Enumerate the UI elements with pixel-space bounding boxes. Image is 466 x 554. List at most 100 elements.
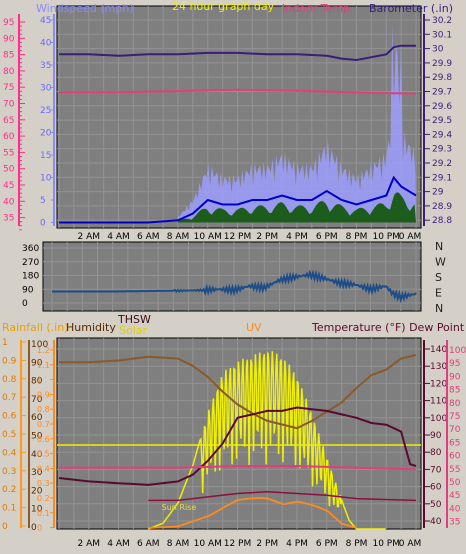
bot-uv-axis: 1.2 1.1 1 0.9 0.8 0.7 0.6 0.5 0.4 0.3 0.2 0.1 0 bbox=[37, 340, 55, 533]
uv-tick-label: 0.9 bbox=[37, 390, 50, 399]
bot-x-axis: 2 AM 4 AM 6 AM 8 AM 10 AM 12 PM 2 PM 4 PM 6 PM 8 … bbox=[77, 539, 421, 549]
dew-tick-label: 95 bbox=[449, 359, 460, 369]
top-panel: Windspeed (mph) 24 hour graph day Indoor… bbox=[3, 0, 453, 242]
uv-tick-label: 0 bbox=[37, 524, 42, 533]
humidity-tick-label: 90 bbox=[31, 358, 43, 368]
top-right-tick-label: 29 bbox=[432, 188, 444, 198]
dew-tick-label: 50 bbox=[449, 478, 461, 488]
bot-marks: Sun Rise bbox=[57, 351, 421, 530]
top-mid-tick-label: 35 bbox=[40, 61, 51, 71]
bot-x-tick-label: 10 PM bbox=[372, 539, 400, 549]
rain-tick-label: 0.4 bbox=[2, 448, 17, 458]
humidity-tick-label: 100 bbox=[31, 340, 48, 350]
rain-tick-label: 0.2 bbox=[2, 485, 16, 495]
bot-x-tick-label: 10 AM bbox=[194, 539, 222, 549]
top-right-tick-label: 29.1 bbox=[432, 173, 452, 183]
bot-x-tick-label: 12 PM bbox=[224, 539, 252, 549]
label-uv: UV bbox=[246, 321, 262, 334]
uv-tick-label: 1.1 bbox=[37, 361, 50, 370]
top-left-tick-label: 65 bbox=[3, 116, 14, 126]
top-mid-tick-label: 25 bbox=[40, 106, 51, 116]
temp-tick-label: 90 bbox=[430, 431, 442, 441]
top-x-tick-label: 6 AM bbox=[137, 232, 160, 242]
top-mid-tick-label: 20 bbox=[40, 129, 52, 139]
mid-left-axis: 360 270 180 90 0 bbox=[22, 244, 39, 309]
humidity-tick-label: 80 bbox=[31, 377, 43, 387]
bot-temp-axis: 140 130 120 110 100 90 80 70 60 50 40 bbox=[423, 340, 447, 528]
sunrise-label: Sun Rise bbox=[162, 503, 197, 512]
rain-tick-label: 0.7 bbox=[2, 393, 16, 403]
top-marks bbox=[59, 23, 417, 224]
top-left-tick-label: 40 bbox=[3, 197, 15, 207]
top-mid-axis: 45 40 35 30 25 20 15 10 5 0 bbox=[40, 14, 55, 229]
temp-tick-label: 130 bbox=[430, 362, 447, 372]
dew-tick-label: 70 bbox=[449, 425, 461, 435]
humidity-series bbox=[59, 354, 417, 430]
top-mid-tick-label: 5 bbox=[40, 196, 46, 206]
humidity-tick-label: 40 bbox=[31, 450, 43, 460]
top-left-tick-label: 50 bbox=[3, 165, 15, 175]
wind-avg-series bbox=[59, 175, 417, 224]
top-mid-tick-label: 10 bbox=[40, 174, 52, 184]
top-x-tick-label: 2 AM bbox=[77, 232, 100, 242]
rain-tick-label: 1 bbox=[2, 338, 8, 348]
label-thsw: THSW bbox=[117, 313, 151, 326]
top-left-tick-label: 55 bbox=[3, 148, 14, 158]
top-mid-tick-label: 40 bbox=[40, 39, 52, 49]
top-title-windspeed: Windspeed (mph) bbox=[36, 2, 134, 15]
dew-tick-label: 75 bbox=[449, 412, 460, 422]
mid-left-tick-label: 180 bbox=[22, 272, 39, 282]
mid-right-dir-label: E bbox=[435, 287, 442, 300]
top-right-tick-label: 29.9 bbox=[432, 59, 452, 69]
uv-tick-label: 0.1 bbox=[37, 509, 50, 518]
mid-grid bbox=[43, 242, 421, 311]
top-title-indoor: Indoor Temp. bbox=[282, 2, 354, 15]
uv-tick-label: 0.6 bbox=[37, 435, 50, 444]
humidity-tick-label: 30 bbox=[31, 468, 43, 478]
humidity-tick-label: 50 bbox=[31, 432, 43, 442]
top-mid-tick-label: 0 bbox=[40, 219, 46, 229]
top-left-tick-label: 90 bbox=[3, 34, 15, 44]
uv-tick-label: 0.3 bbox=[37, 479, 50, 488]
temp-tick-label: 60 bbox=[430, 483, 442, 493]
dew-tick-label: 100 bbox=[449, 346, 466, 356]
dew-tick-label: 40 bbox=[449, 504, 461, 514]
top-right-tick-label: 30.1 bbox=[432, 30, 452, 40]
top-right-tick-label: 28.9 bbox=[432, 202, 452, 212]
label-solar: Solar bbox=[119, 324, 148, 337]
uv-tick-label: 1 bbox=[37, 376, 42, 385]
top-right-tick-label: 30.2 bbox=[432, 16, 452, 26]
mid-right-dir-label: N bbox=[435, 302, 443, 315]
temp-tick-label: 100 bbox=[430, 414, 447, 424]
top-x-axis: 2 AM 4 AM 6 AM 8 AM 10 AM 12 PM 2 PM 4 PM 6 PM 8 … bbox=[77, 232, 421, 242]
humidity-tick-label: 20 bbox=[31, 486, 43, 496]
dew-tick-label: 45 bbox=[449, 491, 460, 501]
dew-tick-label: 80 bbox=[449, 399, 461, 409]
dew-tick-label: 85 bbox=[449, 386, 460, 396]
rain-tick-label: 0.8 bbox=[2, 375, 17, 385]
top-x-tick-label: 12 PM bbox=[224, 232, 252, 242]
rain-tick-label: 0.6 bbox=[2, 412, 17, 422]
solar-series bbox=[148, 351, 386, 530]
rain-tick-label: 0.5 bbox=[2, 430, 16, 440]
top-mid-tick-label: 15 bbox=[40, 151, 51, 161]
top-left-tick-label: 75 bbox=[3, 83, 14, 93]
top-left-tick-label: 35 bbox=[3, 214, 14, 224]
top-right-tick-label: 29.4 bbox=[432, 130, 452, 140]
bot-x-tick-label: 4 AM bbox=[107, 539, 130, 549]
mid-right-dir-label: W bbox=[435, 256, 446, 269]
barometer-series bbox=[59, 44, 416, 62]
top-left-tick-label: 60 bbox=[3, 132, 15, 142]
wind-fill-series bbox=[178, 192, 416, 223]
rain-tick-label: 0 bbox=[2, 522, 8, 532]
bot-x-tick-label: 6 AM bbox=[137, 539, 160, 549]
temperature-series bbox=[58, 406, 417, 486]
top-left-tick-label: 45 bbox=[3, 181, 14, 191]
top-grid bbox=[57, 6, 421, 228]
indoor-temp-series bbox=[59, 88, 417, 95]
top-right-axis: 30.2 30.1 30 29.9 29.8 29.7 29.6 29.5 29.4 29.3 29… bbox=[423, 14, 452, 226]
uv-tick-label: 0.2 bbox=[37, 494, 50, 503]
dew-tick-label: 35 bbox=[449, 518, 460, 528]
